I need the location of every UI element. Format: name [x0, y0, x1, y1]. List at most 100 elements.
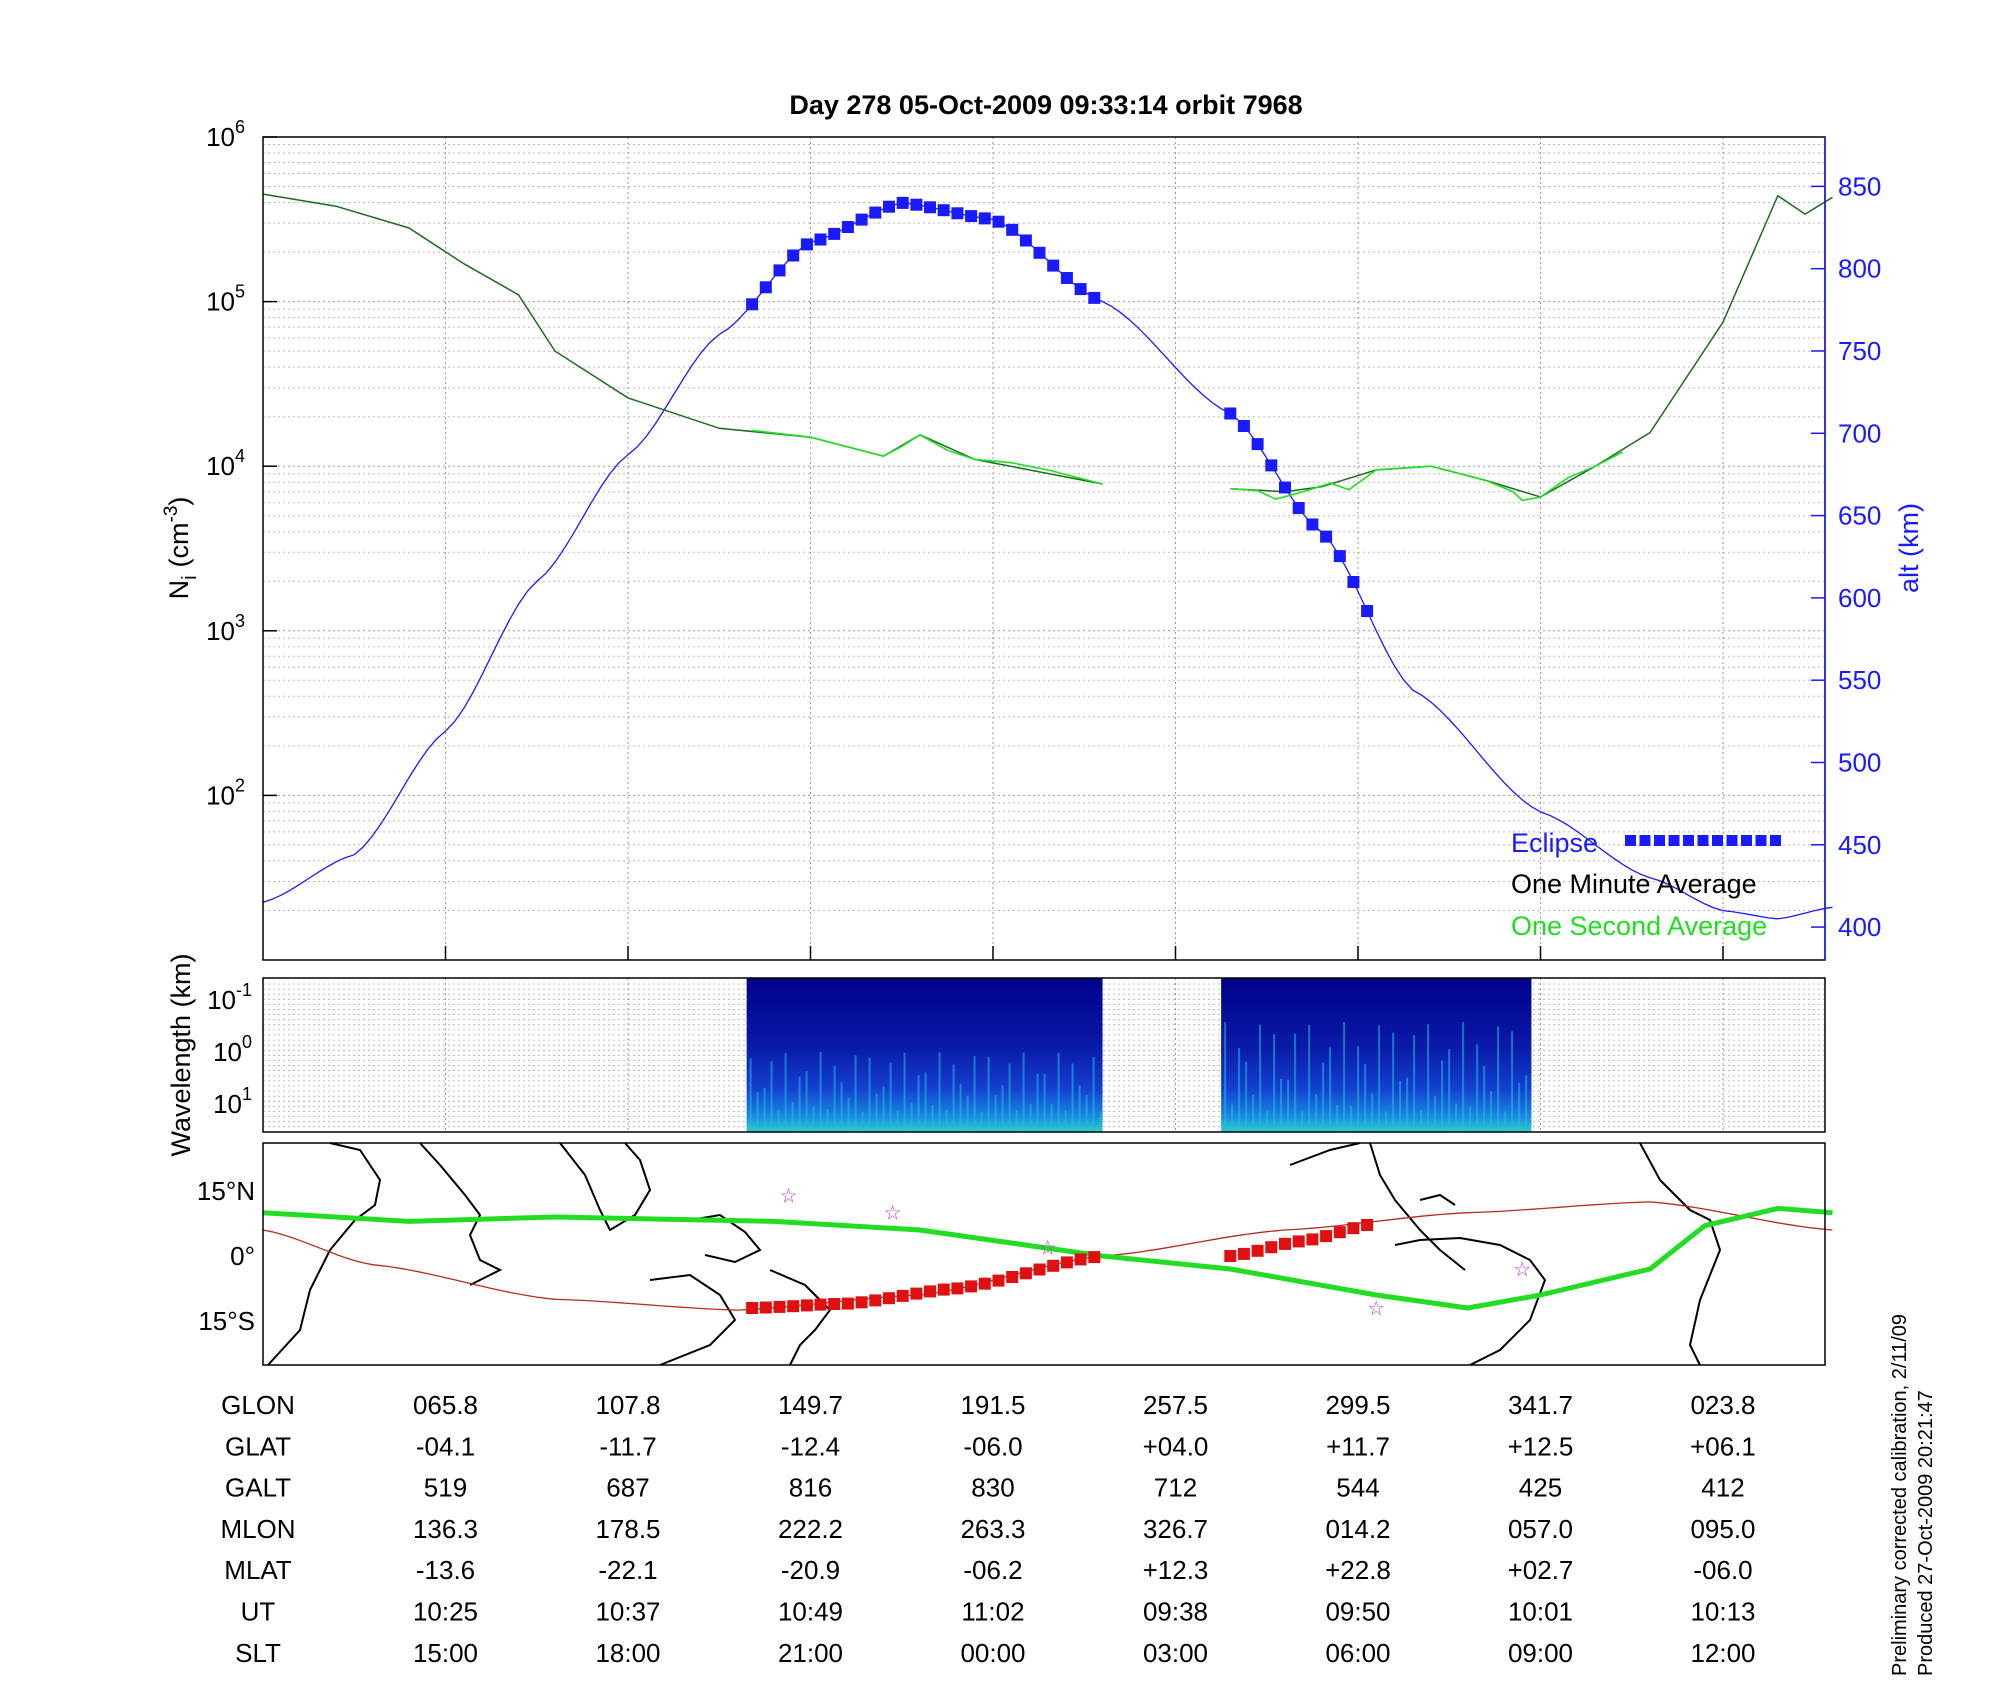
spectrogram-frame [262, 977, 1826, 1133]
table-cell: -13.6 [416, 1555, 475, 1585]
table-cell: 425 [1519, 1473, 1562, 1503]
eclipse-marker [1292, 502, 1305, 514]
ni-tick-base: 10 [206, 451, 235, 481]
spectrogram-streak [1490, 1091, 1493, 1132]
wavelength-tick-exp: 0 [242, 1032, 252, 1052]
wavelength-tick-exp: 1 [242, 1084, 252, 1104]
table-cell: 00:00 [960, 1638, 1025, 1668]
table-cell: 03:00 [1143, 1638, 1208, 1668]
spectrogram-streak [819, 1052, 822, 1132]
eclipse-marker [978, 212, 991, 225]
alt-tick-label: 550 [1838, 665, 1881, 695]
spectrogram-streak [1245, 1061, 1248, 1132]
legend-second-label: One Second Average [1511, 911, 1767, 941]
table-cell: -06.0 [963, 1431, 1022, 1461]
station-star-icon: ☆ [1039, 1237, 1057, 1259]
calibration-note: Preliminary corrected calibration, 2/11/… [1889, 1314, 1911, 1676]
alt-tick-label: 650 [1838, 501, 1881, 531]
table-cell: 12:00 [1690, 1638, 1755, 1668]
eclipse-track-marker [1033, 1263, 1046, 1276]
spectrogram-streak [1420, 1110, 1423, 1132]
eclipse-marker [855, 213, 868, 226]
wavelength-tick-base: 10 [213, 1037, 242, 1067]
eclipse-marker [1006, 223, 1019, 236]
alt-axis-ticks: 400 450 500 550 600 650 700 750 800 850 [1811, 171, 1881, 942]
eclipse-marker [841, 221, 854, 233]
spectrogram-streak [1350, 1105, 1353, 1132]
eclipse-marker [814, 233, 827, 246]
eclipse-track-marker [814, 1298, 827, 1311]
eclipse-track-marker [841, 1297, 854, 1310]
spectrogram-streak [917, 1075, 920, 1132]
eclipse-track-marker [759, 1301, 772, 1314]
table-cell: 15:00 [413, 1638, 478, 1668]
spectrogram-streak [770, 1061, 773, 1132]
wavelength-tick-exp: -1 [236, 980, 252, 1000]
eclipse-marker [1088, 291, 1101, 304]
second-average-line [1230, 451, 1623, 502]
ni-tick-label: 106 [206, 117, 245, 152]
spectrogram-streak [1280, 1078, 1283, 1132]
spectrogram-streak [1336, 1105, 1339, 1132]
spectrogram-streak [1371, 1093, 1374, 1132]
eclipse-marker [992, 215, 1005, 228]
table-cell: 519 [424, 1473, 467, 1503]
spectrogram-streak [1441, 1060, 1444, 1132]
spectrogram-streak [1448, 1049, 1451, 1132]
eclipse-marker [800, 238, 813, 251]
table-cell: -22.1 [598, 1555, 657, 1585]
station-star-icon: ☆ [1513, 1259, 1531, 1281]
eclipse-marker [951, 207, 964, 220]
table-cell: 10:13 [1690, 1597, 1755, 1627]
spectrogram-streak [1301, 1111, 1304, 1132]
coastline [689, 1213, 762, 1264]
spectrogram-streak [1092, 1056, 1095, 1132]
eclipse-marker [1060, 272, 1073, 284]
table-cell: +12.3 [1143, 1555, 1209, 1585]
spectrogram-streak [791, 1102, 794, 1132]
minute-average-line [262, 193, 1103, 485]
ground-track-line [262, 1205, 1833, 1311]
spectrogram-streak [1273, 1034, 1276, 1132]
eclipse-marker [1361, 605, 1374, 617]
ni-axis-label: Ni (cm-3) [161, 497, 201, 600]
spectrogram-streak [1008, 1063, 1011, 1132]
alt-tick-label: 400 [1838, 912, 1881, 942]
eclipse-track-marker [924, 1285, 936, 1298]
ni-tick-base: 10 [206, 122, 235, 152]
spectrogram-streak [1462, 1022, 1465, 1132]
eclipse-track-marker [937, 1283, 950, 1296]
spectrogram-streak [868, 1057, 871, 1132]
eclipse-track-marker [910, 1287, 923, 1300]
spectrogram-streak [1525, 1075, 1528, 1132]
table-cell: +12.5 [1508, 1431, 1574, 1461]
table-cell: -20.9 [781, 1555, 840, 1585]
coastline [1289, 1142, 1361, 1166]
table-cell: 09:38 [1143, 1597, 1208, 1627]
coastline [419, 1142, 503, 1286]
spectrogram-streak [1001, 1085, 1004, 1132]
table-cell: 095.0 [1690, 1514, 1755, 1544]
spectrogram-streak [826, 1109, 829, 1132]
spectrogram-streak [1413, 1035, 1416, 1132]
ni-axis-label-sub: i [179, 575, 201, 579]
table-cell: 830 [971, 1473, 1014, 1503]
spectrogram-streak [1434, 1095, 1437, 1132]
ni-tick-base: 10 [206, 780, 235, 810]
coastline [559, 1142, 652, 1232]
table-cell: +06.1 [1690, 1431, 1756, 1461]
ni-tick-base: 10 [206, 616, 235, 646]
spectrogram-streak [903, 1052, 906, 1132]
spectrogram-streak [875, 1093, 878, 1132]
spectrogram-streak [1315, 1094, 1318, 1132]
eclipse-marker [883, 200, 895, 213]
eclipse-track-marker [1224, 1250, 1237, 1262]
table-row-label: GLON [221, 1390, 295, 1420]
alt-axis-label: alt (km) [1894, 503, 1924, 593]
spectrogram-streak [1504, 1111, 1507, 1132]
spectrogram-streak [1022, 1052, 1025, 1132]
table-cell: 09:00 [1508, 1638, 1573, 1668]
spectrogram-streak [1259, 1024, 1262, 1132]
ni-tick-label: 102 [206, 775, 245, 810]
